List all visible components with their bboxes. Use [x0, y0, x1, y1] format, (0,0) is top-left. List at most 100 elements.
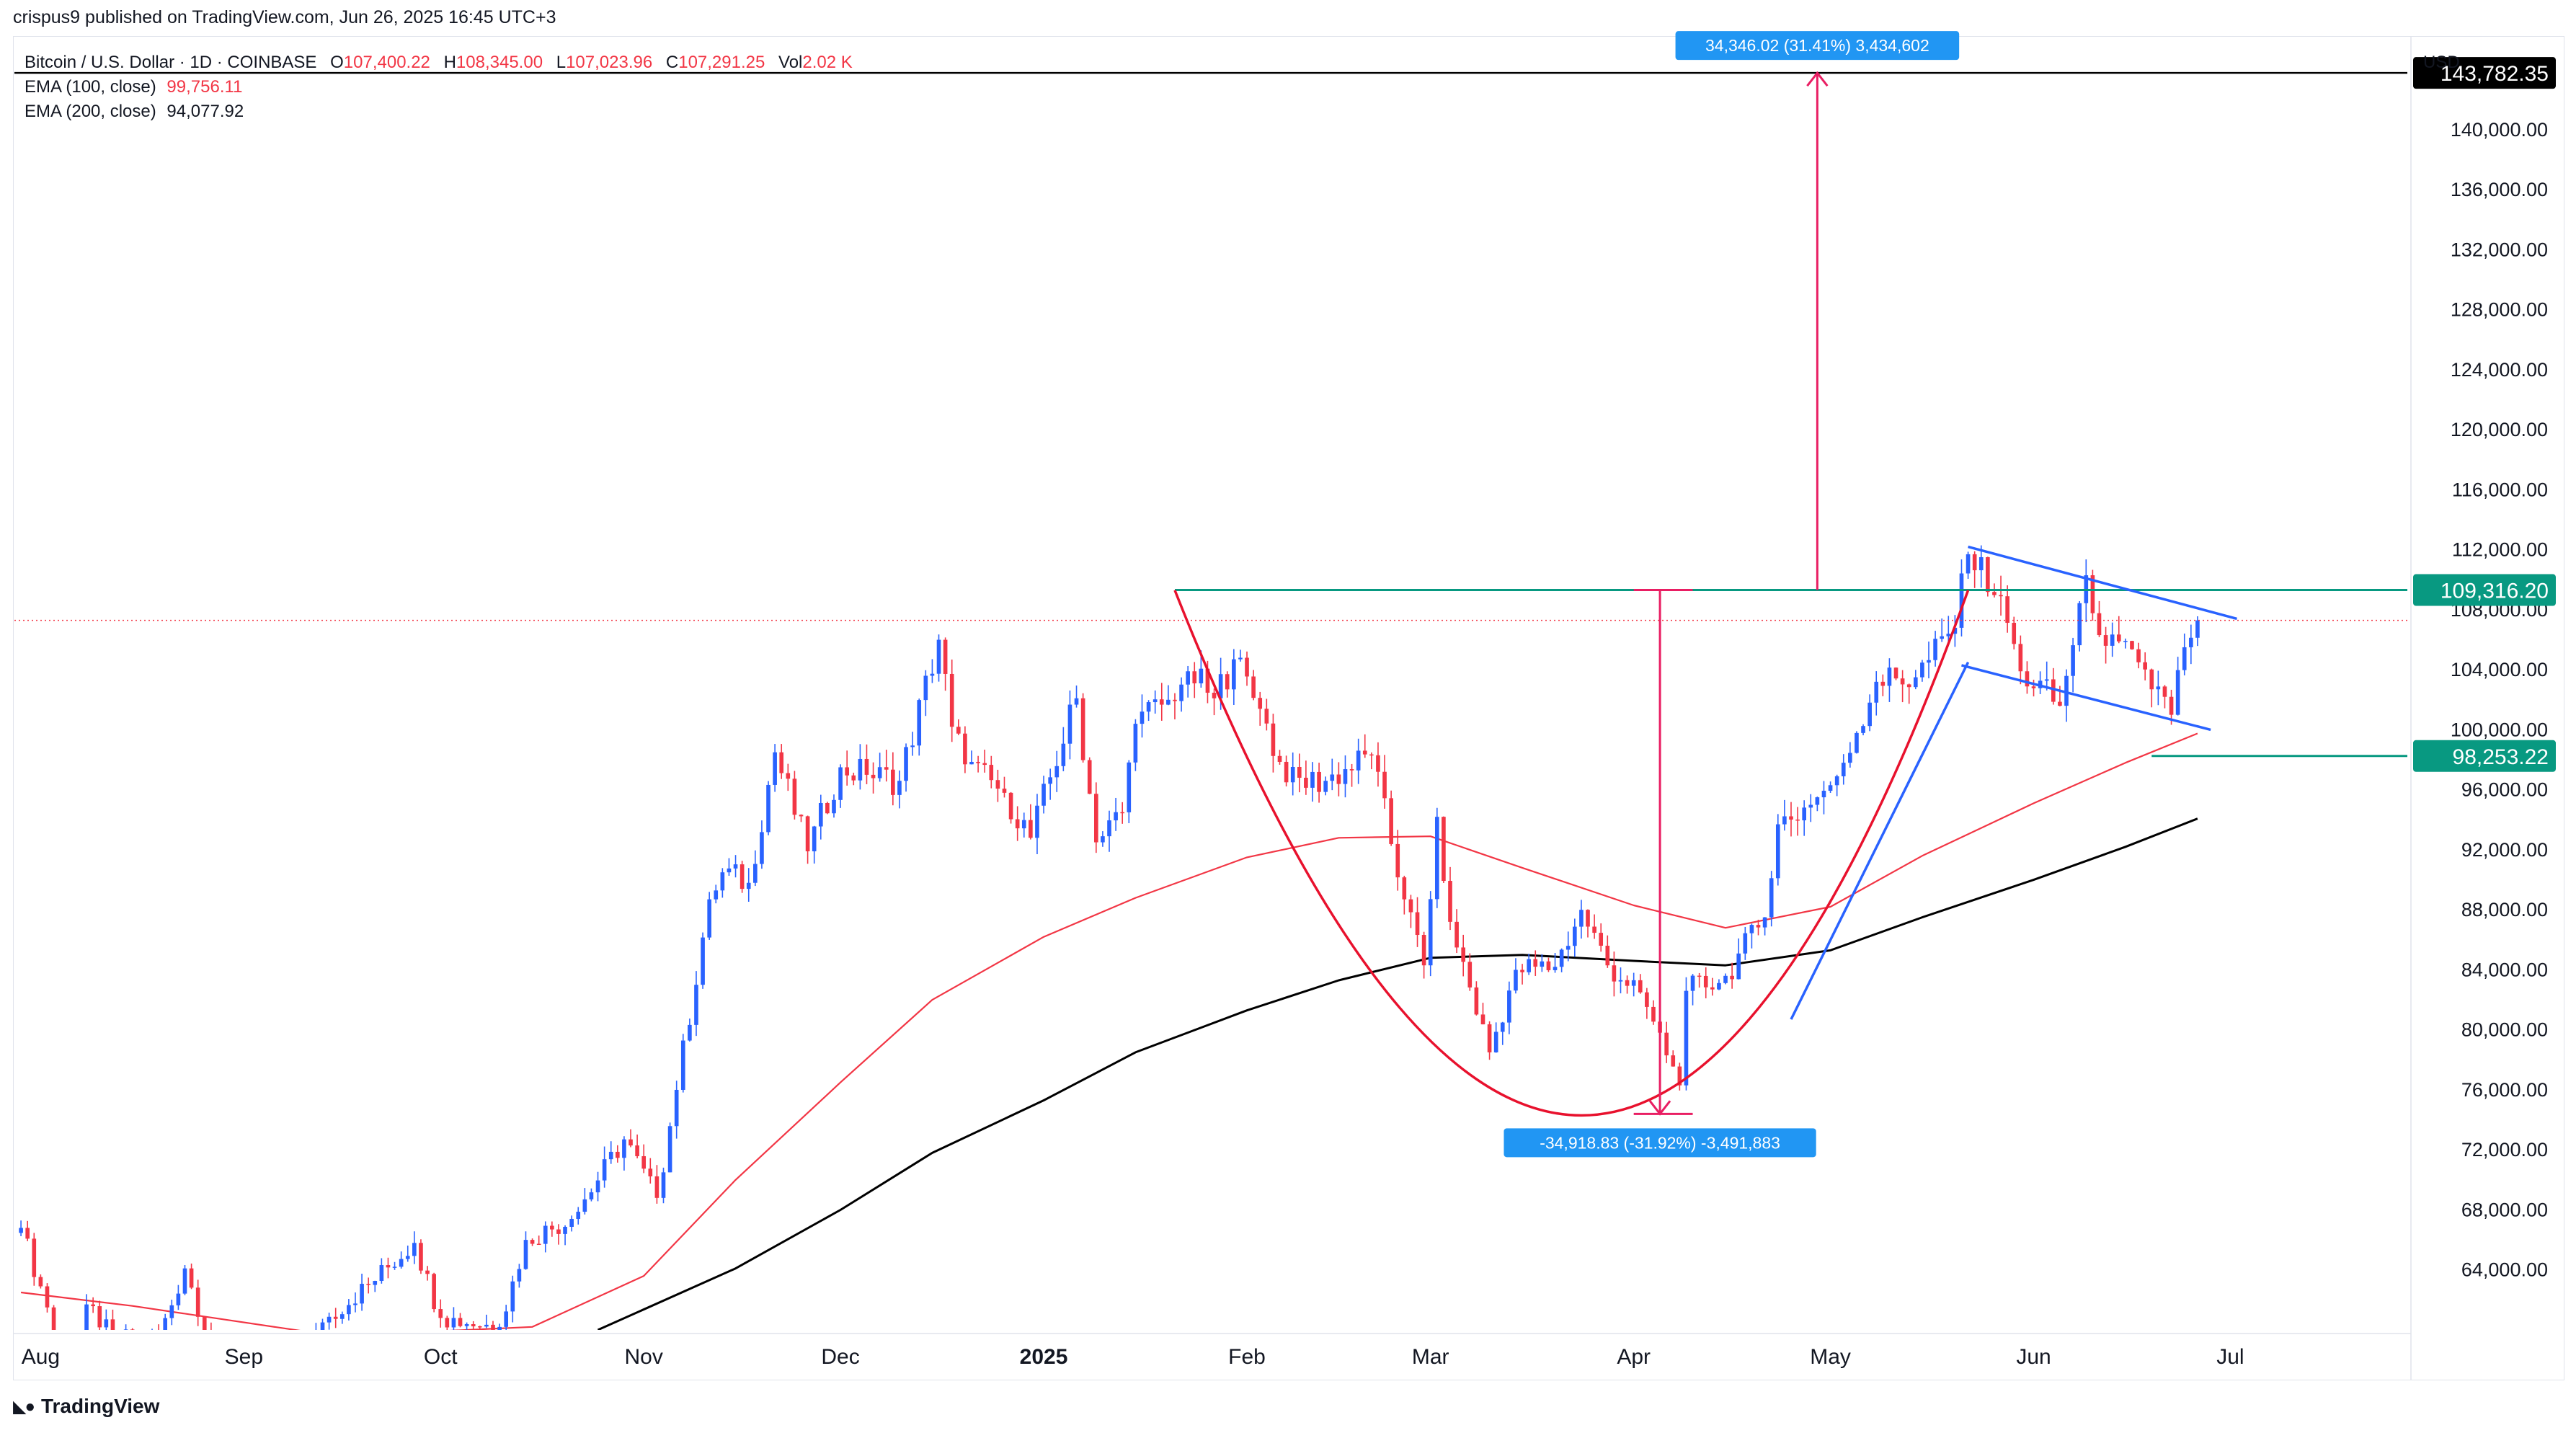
candle-body [1828, 785, 1833, 791]
target-label-text: 34,346.02 (31.41%) 3,434,602 [1705, 36, 1929, 55]
candle-body [858, 758, 863, 781]
candle-body [91, 1304, 95, 1307]
candle-body [2130, 641, 2134, 649]
symbol-row: Bitcoin / U.S. Dollar · 1D · COINBASE O1… [25, 50, 853, 75]
candle-body [1874, 681, 1879, 703]
candle-body [897, 781, 902, 795]
candle-body [1959, 573, 1964, 628]
candle-body [1343, 769, 1348, 784]
candle-body [288, 1385, 292, 1406]
candle-body [1080, 698, 1085, 760]
candle-body [805, 816, 810, 852]
price-label-green: 98,253.22 [2413, 740, 2556, 772]
candle-body [1074, 698, 1079, 705]
candle-body [1173, 699, 1177, 701]
candle-body [1408, 899, 1413, 913]
candle-body [2090, 575, 2095, 613]
candle-body [582, 1199, 587, 1212]
candle-body [1179, 684, 1183, 701]
candle-body [1927, 660, 1931, 663]
candle-body [392, 1266, 397, 1268]
x-tick-label: Sep [225, 1345, 263, 1369]
candle-body [1225, 674, 1230, 690]
ema200-line [597, 817, 2198, 1330]
candle-body [504, 1311, 509, 1327]
candle-body [275, 1414, 279, 1421]
candle-body [1815, 797, 1820, 805]
candle-body [1782, 816, 1787, 825]
candle-body [1900, 678, 1905, 685]
candle-body [1442, 817, 1446, 882]
ema100-row[interactable]: EMA (100, close) 99,756.11 [25, 75, 853, 99]
candle-body [2044, 679, 2049, 681]
candle-body [104, 1319, 109, 1328]
candle-body [1461, 947, 1466, 962]
target-label-bg [1675, 31, 1960, 61]
candle-body [2025, 671, 2030, 687]
candle-body [982, 763, 987, 766]
candle-body [1671, 1055, 1676, 1067]
candle-body [792, 778, 797, 815]
candle-body [753, 864, 758, 883]
ema200-row[interactable]: EMA (200, close) 94,077.92 [25, 99, 853, 124]
candle-body [701, 937, 705, 985]
candle-body [1192, 671, 1197, 684]
candle-body [1697, 975, 1702, 977]
candle-body [491, 1324, 495, 1330]
candle-body [1723, 975, 1728, 983]
y-tick-label: 96,000.00 [2461, 779, 2548, 801]
candle-body [301, 1370, 305, 1380]
candle-body [812, 826, 817, 852]
candle-body [707, 899, 711, 938]
candle-body [19, 1228, 23, 1233]
candle-body [1586, 910, 1590, 927]
candle-body [851, 775, 856, 781]
candle-body [1631, 980, 1636, 986]
candle-body [969, 761, 974, 765]
x-tick-label: Jun [2016, 1345, 2051, 1369]
candle-body [1029, 820, 1033, 838]
candle-body [1848, 753, 1852, 763]
ema100-value: 99,756.11 [166, 77, 243, 97]
candle-body [1107, 820, 1111, 837]
candle-body [2162, 686, 2167, 697]
candle-body [156, 1334, 161, 1339]
candle-body [1114, 812, 1118, 821]
candle-body [891, 769, 895, 795]
candle-body [1101, 836, 1105, 843]
candle-body [1277, 755, 1282, 762]
candle-body [110, 1319, 115, 1330]
candle-body [137, 1336, 141, 1339]
y-tick-label: 112,000.00 [2452, 539, 2548, 561]
candle-body [2077, 603, 2082, 646]
candle-body [727, 868, 732, 873]
tradingview-logo[interactable]: ◣● TradingView [13, 1395, 159, 1418]
candle-body [1520, 970, 1524, 972]
candle-body [694, 985, 698, 1025]
candle-body [1710, 987, 1715, 990]
symbol-label[interactable]: Bitcoin / U.S. Dollar · 1D · COINBASE [25, 53, 317, 72]
candle-body [1199, 668, 1204, 684]
candle-body [1493, 1032, 1498, 1052]
close-key: C [665, 53, 679, 72]
candle-body [1821, 791, 1826, 798]
candle-body [1986, 556, 1990, 593]
candle-body [563, 1226, 567, 1234]
candle-body [1690, 975, 1695, 991]
candle-body [2097, 613, 2102, 636]
candle-body [1795, 819, 1800, 821]
candle-body [123, 1329, 128, 1330]
candle-body [779, 752, 784, 773]
candle-body [838, 767, 843, 800]
candle-body [216, 1343, 220, 1344]
candle-body [818, 802, 823, 827]
candle-body [1999, 595, 2003, 597]
candle-body [2116, 634, 2121, 642]
candle-body [1474, 987, 1479, 1015]
candle-body [1880, 681, 1886, 686]
candle-body [543, 1225, 548, 1244]
y-tick-label: 104,000.00 [2451, 659, 2548, 680]
candle-body [1841, 763, 1846, 776]
candle-body [1664, 1032, 1669, 1056]
